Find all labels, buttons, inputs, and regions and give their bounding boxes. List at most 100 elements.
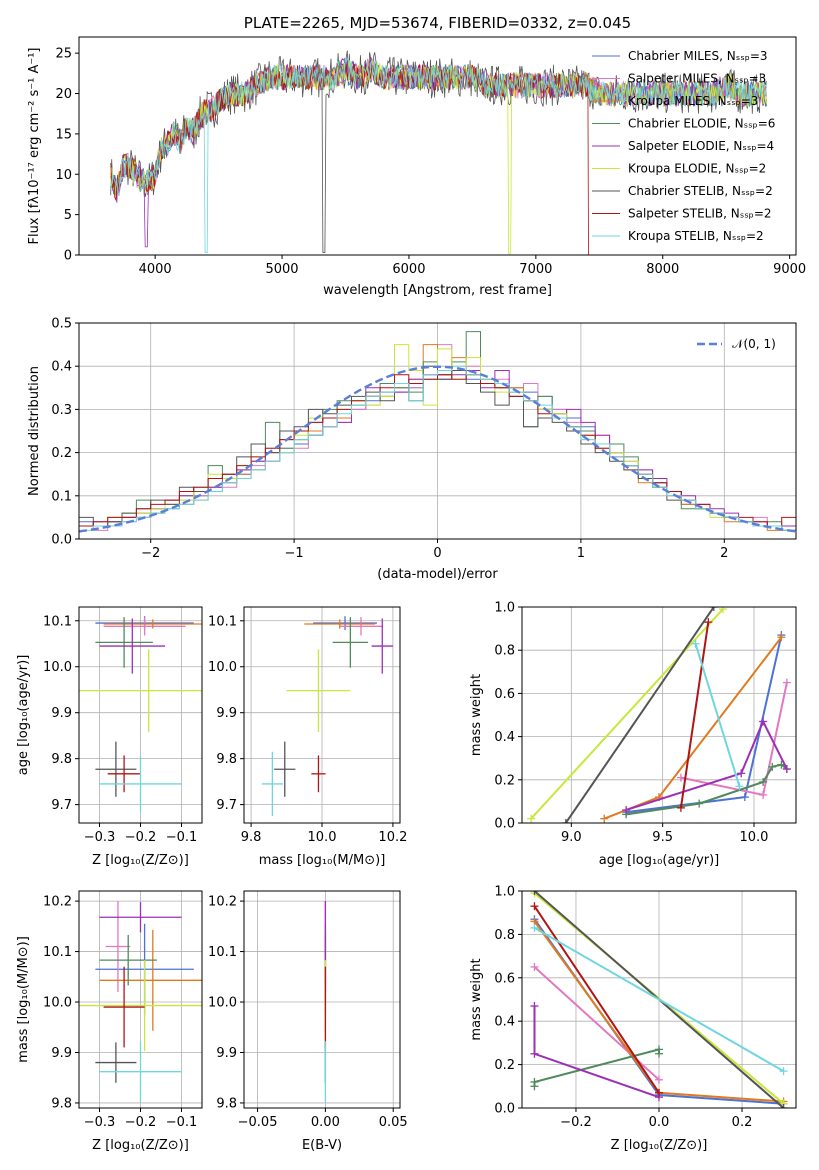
x-tick-label: 1 (577, 546, 585, 561)
y-tick-label: 0.1 (51, 489, 72, 504)
legend-label: Kroupa MILES, Nₛₛₚ=3 (628, 94, 758, 108)
y-tick-label: 10.1 (208, 614, 237, 629)
errorbar-group (79, 901, 202, 1102)
axes-frame (521, 890, 797, 1109)
y-tick-label: 10.0 (43, 996, 72, 1011)
legend-label: Chabrier MILES, Nₛₛₚ=3 (628, 49, 768, 63)
weight-line (625, 763, 788, 816)
y-tick-label: 10.1 (43, 945, 72, 960)
y-tick-label: 10.2 (43, 895, 72, 910)
legend-label: Chabrier ELODIE, Nₛₛₚ=6 (628, 117, 775, 131)
x-tick-label: 9000 (773, 262, 806, 277)
x-tick-label: 2 (720, 546, 728, 561)
y-tick-label: 0.4 (51, 360, 72, 375)
y-tick-label: 9.8 (51, 752, 72, 767)
weight-line (679, 621, 710, 809)
x-axis-label: mass [log₁₀(M/M⊙)] (259, 853, 386, 868)
x-tick-label: 8000 (646, 262, 679, 277)
y-tick-label: 10.0 (208, 996, 237, 1011)
x-axis-label: Z [log₁₀(Z/Z⊙)] (92, 1138, 189, 1153)
y-tick-label: 1.0 (494, 601, 515, 616)
y-axis-label: age [log₁₀(age/yr)] (16, 655, 31, 776)
y-tick-label: 9.9 (216, 1046, 237, 1061)
y-tick-label: 0.2 (494, 773, 515, 788)
y-tick-label: 10.1 (208, 945, 237, 960)
axes-frame (78, 36, 797, 256)
y-tick-label: 0.4 (494, 730, 515, 745)
weight-line (534, 927, 784, 1072)
y-tick-label: 0.6 (494, 971, 515, 986)
x-tick-label: −1 (285, 546, 304, 561)
spectrum-line (110, 61, 589, 255)
x-tick-label: 4000 (139, 262, 172, 277)
x-tick-label: 0 (433, 546, 441, 561)
normal-curve (79, 365, 796, 533)
axes-frame (78, 606, 203, 824)
x-tick-label: 9.8 (241, 830, 262, 845)
x-tick-label: 9.0 (561, 830, 582, 845)
histogram-bars (79, 331, 796, 539)
y-tick-label: 9.7 (51, 798, 72, 813)
x-axis-label: E(B-V) (302, 1138, 342, 1153)
x-tick-label: −0.2 (560, 1115, 592, 1130)
weight-line (533, 1006, 660, 1099)
x-axis-label: (data-model)/error (377, 567, 498, 582)
errorbar-group (261, 616, 393, 817)
axes-frame (521, 606, 797, 824)
weight-line (530, 608, 724, 820)
y-tick-label: 0.2 (51, 446, 72, 461)
y-axis-label: Flux [fλ10⁻¹⁷ erg cm⁻² s⁻¹ A⁻¹] (27, 48, 42, 245)
histogram-step (79, 365, 796, 539)
y-tick-label: 9.9 (51, 706, 72, 721)
y-axis-label: mass [log₁₀(M/M⊙)] (16, 936, 31, 1063)
x-tick-label: −0.1 (166, 1115, 198, 1130)
axes-frame (78, 890, 203, 1109)
y-tick-label: 10.0 (43, 660, 72, 675)
weight-lines (527, 607, 791, 823)
x-tick-label: −0.3 (84, 830, 116, 845)
x-tick-label: −0.2 (125, 830, 157, 845)
x-tick-label: 10.0 (740, 830, 769, 845)
x-axis-label: Z [log₁₀(Z/Z⊙)] (611, 1138, 708, 1153)
weight-line (694, 643, 741, 787)
x-tick-label: 0.05 (379, 1115, 408, 1130)
x-tick-label: 0.00 (311, 1115, 340, 1130)
y-tick-label: 9.8 (51, 1096, 72, 1111)
legend-label: Chabrier STELIB, Nₛₛₚ=2 (628, 184, 773, 198)
y-tick-label: 0.0 (494, 1102, 515, 1117)
x-tick-label: −0.2 (125, 1115, 157, 1130)
y-tick-label: 0.2 (494, 1058, 515, 1073)
y-axis-label: Normed distribution (27, 366, 42, 496)
y-axis-label: mass weight (469, 958, 484, 1040)
x-tick-label: 0.0 (649, 1115, 670, 1130)
y-tick-label: 0.4 (494, 1015, 515, 1030)
y-tick-label: 0.0 (494, 817, 515, 832)
y-tick-label: 20 (55, 87, 72, 102)
y-tick-label: 15 (55, 127, 72, 142)
x-axis-label: age [log₁₀(age/yr)] (599, 853, 720, 868)
legend-label: Salpeter ELODIE, Nₛₛₚ=4 (628, 139, 774, 153)
x-tick-label: 10.0 (308, 830, 337, 845)
y-tick-label: 9.8 (216, 1096, 237, 1111)
y-tick-label: 0.3 (51, 403, 72, 418)
y-tick-label: 0 (64, 249, 72, 264)
weight-line (533, 905, 660, 1094)
x-tick-label: 9.5 (652, 830, 673, 845)
y-tick-label: 5 (64, 208, 72, 223)
legend-label: Salpeter STELIB, Nₛₛₚ=2 (628, 207, 772, 221)
x-tick-label: 5000 (265, 262, 298, 277)
y-tick-label: 9.9 (51, 1046, 72, 1061)
legend-label: Salpeter MILES, Nₛₛₚ=3 (628, 72, 766, 86)
y-tick-label: 10.1 (43, 614, 72, 629)
weight-lines (530, 891, 788, 1108)
y-tick-label: 10.2 (208, 895, 237, 910)
weight-line (564, 607, 715, 823)
y-tick-label: 9.7 (216, 798, 237, 813)
x-axis-label: wavelength [Angstrom, rest frame] (323, 283, 552, 298)
axes-frame (78, 322, 797, 540)
axes-frame (243, 606, 401, 824)
spectrum-lines (110, 50, 767, 255)
x-tick-label: 6000 (392, 262, 425, 277)
x-tick-label: −2 (141, 546, 160, 561)
y-tick-label: 9.8 (216, 752, 237, 767)
